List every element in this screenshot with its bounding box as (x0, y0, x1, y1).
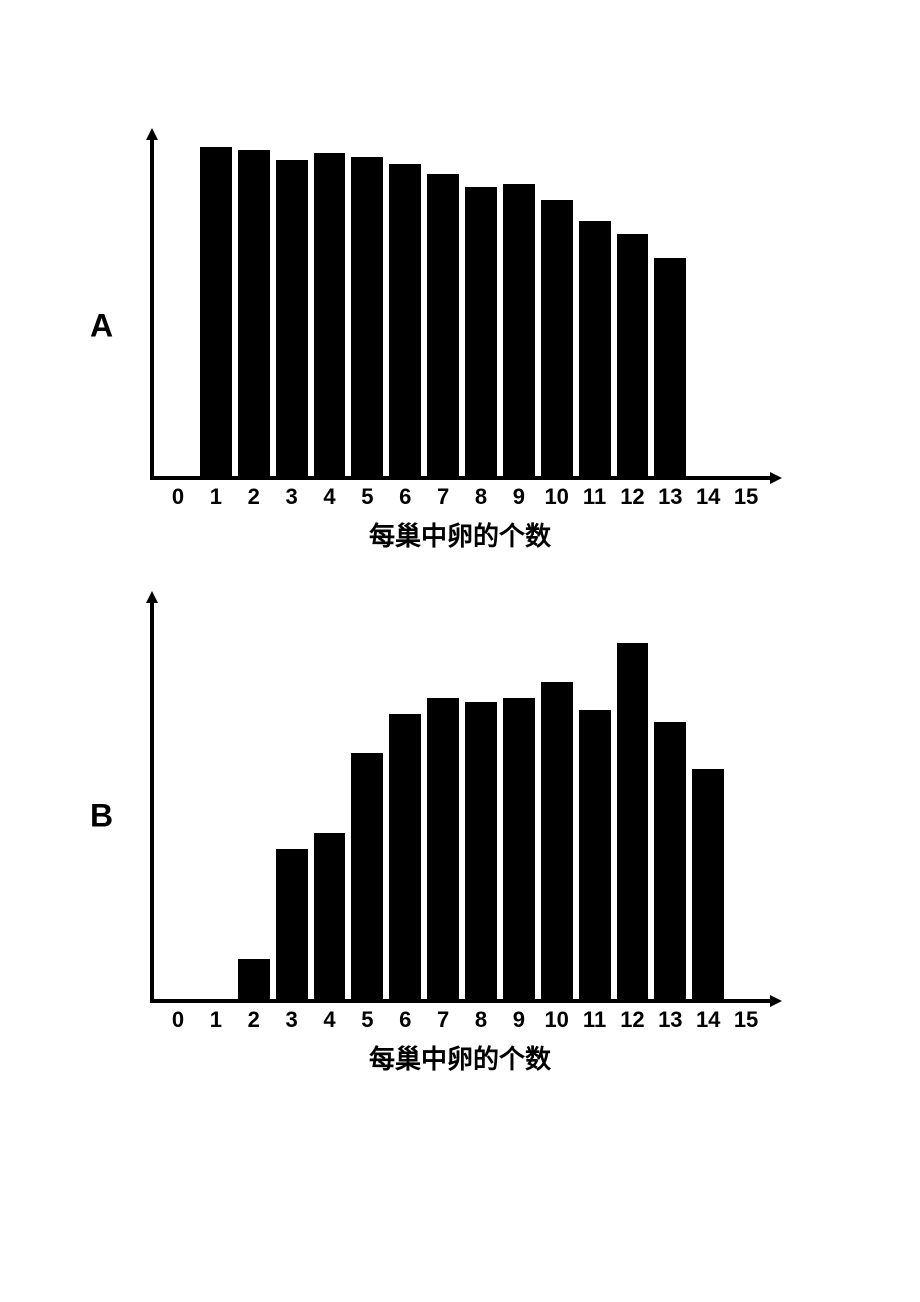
x-tick-label: 9 (503, 1007, 535, 1033)
bar (503, 184, 535, 476)
x-tick-label: 2 (238, 1007, 270, 1033)
x-tick-label: 7 (427, 1007, 459, 1033)
bar (238, 150, 270, 476)
y-axis-arrow-icon (146, 591, 158, 603)
chart-a-label: A (90, 307, 113, 344)
x-tick-label: 12 (617, 484, 649, 510)
bar (654, 722, 686, 999)
x-tick-label: 10 (541, 484, 573, 510)
bar (617, 234, 649, 476)
x-tick-label: 2 (238, 484, 270, 510)
x-tick-label: 0 (162, 484, 194, 510)
x-tick-label: 15 (730, 484, 762, 510)
x-tick-label: 15 (730, 1007, 762, 1033)
bar (579, 221, 611, 476)
x-axis-arrow-icon (770, 472, 782, 484)
bar (541, 682, 573, 999)
x-tick-label: 4 (314, 484, 346, 510)
chart-b-container: B 0123456789101112131415 每巢中卵的个数 (150, 603, 770, 1076)
chart-b-x-labels: 0123456789101112131415 (150, 1007, 770, 1033)
x-tick-label: 0 (162, 1007, 194, 1033)
x-tick-label: 9 (503, 484, 535, 510)
bar (465, 702, 497, 999)
bar (654, 258, 686, 476)
x-tick-label: 3 (276, 1007, 308, 1033)
bar (314, 833, 346, 999)
x-tick-label: 6 (389, 1007, 421, 1033)
chart-a-container: A 0123456789101112131415 每巢中卵的个数 (150, 140, 770, 553)
bar (503, 698, 535, 999)
x-tick-label: 8 (465, 1007, 497, 1033)
x-tick-label: 13 (654, 1007, 686, 1033)
bar (465, 187, 497, 476)
bar (617, 643, 649, 999)
chart-b-x-title: 每巢中卵的个数 (150, 1039, 770, 1076)
x-tick-label: 13 (654, 484, 686, 510)
x-tick-label: 8 (465, 484, 497, 510)
x-tick-label: 12 (617, 1007, 649, 1033)
bar (200, 147, 232, 476)
x-tick-label: 14 (692, 484, 724, 510)
x-tick-label: 4 (314, 1007, 346, 1033)
x-tick-label: 6 (389, 484, 421, 510)
x-tick-label: 1 (200, 1007, 232, 1033)
x-axis-arrow-icon (770, 995, 782, 1007)
bar (276, 160, 308, 476)
bar (427, 174, 459, 476)
chart-b-area (150, 603, 770, 1003)
chart-b-label: B (90, 797, 113, 834)
x-tick-label: 10 (541, 1007, 573, 1033)
bar (579, 710, 611, 999)
bar (351, 157, 383, 476)
bar (541, 200, 573, 476)
bar (238, 959, 270, 999)
bar (314, 153, 346, 476)
bar (389, 164, 421, 476)
bar (351, 753, 383, 999)
x-tick-label: 1 (200, 484, 232, 510)
y-axis-arrow-icon (146, 128, 158, 140)
bar (692, 769, 724, 999)
x-tick-label: 7 (427, 484, 459, 510)
chart-a-x-labels: 0123456789101112131415 (150, 484, 770, 510)
x-tick-label: 5 (351, 1007, 383, 1033)
x-tick-label: 11 (579, 1007, 611, 1033)
bar (389, 714, 421, 999)
x-tick-label: 3 (276, 484, 308, 510)
x-tick-label: 11 (579, 484, 611, 510)
chart-a-area (150, 140, 770, 480)
x-tick-label: 5 (351, 484, 383, 510)
x-tick-label: 14 (692, 1007, 724, 1033)
bar (427, 698, 459, 999)
bar (276, 849, 308, 999)
chart-a-x-title: 每巢中卵的个数 (150, 516, 770, 553)
